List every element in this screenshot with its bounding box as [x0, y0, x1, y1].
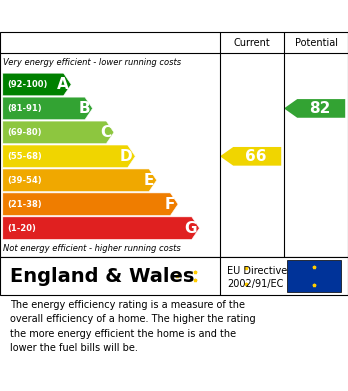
Text: B: B [78, 101, 90, 116]
Text: 82: 82 [309, 101, 330, 116]
Text: A: A [57, 77, 69, 92]
Text: F: F [165, 197, 175, 212]
Text: (21-38): (21-38) [7, 200, 41, 209]
Text: 2002/91/EC: 2002/91/EC [227, 279, 283, 289]
Polygon shape [284, 99, 345, 118]
Text: Energy Efficiency Rating: Energy Efficiency Rating [9, 7, 238, 25]
Polygon shape [3, 97, 93, 120]
Text: G: G [184, 221, 197, 236]
Text: Very energy efficient - lower running costs: Very energy efficient - lower running co… [3, 58, 182, 67]
Polygon shape [3, 145, 135, 168]
Text: E: E [143, 173, 154, 188]
Text: (81-91): (81-91) [7, 104, 41, 113]
Bar [287, 260, 341, 292]
Text: Not energy efficient - higher running costs: Not energy efficient - higher running co… [3, 244, 181, 253]
Polygon shape [3, 169, 157, 192]
Text: (1-20): (1-20) [7, 224, 36, 233]
Text: D: D [120, 149, 133, 164]
Text: England & Wales: England & Wales [10, 267, 195, 285]
Text: EU Directive: EU Directive [227, 266, 287, 276]
Text: C: C [100, 125, 111, 140]
Text: (92-100): (92-100) [7, 80, 47, 89]
Text: (55-68): (55-68) [7, 152, 42, 161]
Text: (69-80): (69-80) [7, 128, 41, 137]
Polygon shape [220, 147, 281, 166]
Text: (39-54): (39-54) [7, 176, 41, 185]
Text: 66: 66 [245, 149, 266, 164]
Text: Potential: Potential [294, 38, 338, 48]
Text: The energy efficiency rating is a measure of the
overall efficiency of a home. T: The energy efficiency rating is a measur… [10, 300, 256, 353]
Polygon shape [3, 193, 178, 215]
Polygon shape [3, 73, 71, 96]
Polygon shape [3, 121, 114, 143]
Text: Current: Current [234, 38, 270, 48]
Polygon shape [3, 217, 199, 239]
